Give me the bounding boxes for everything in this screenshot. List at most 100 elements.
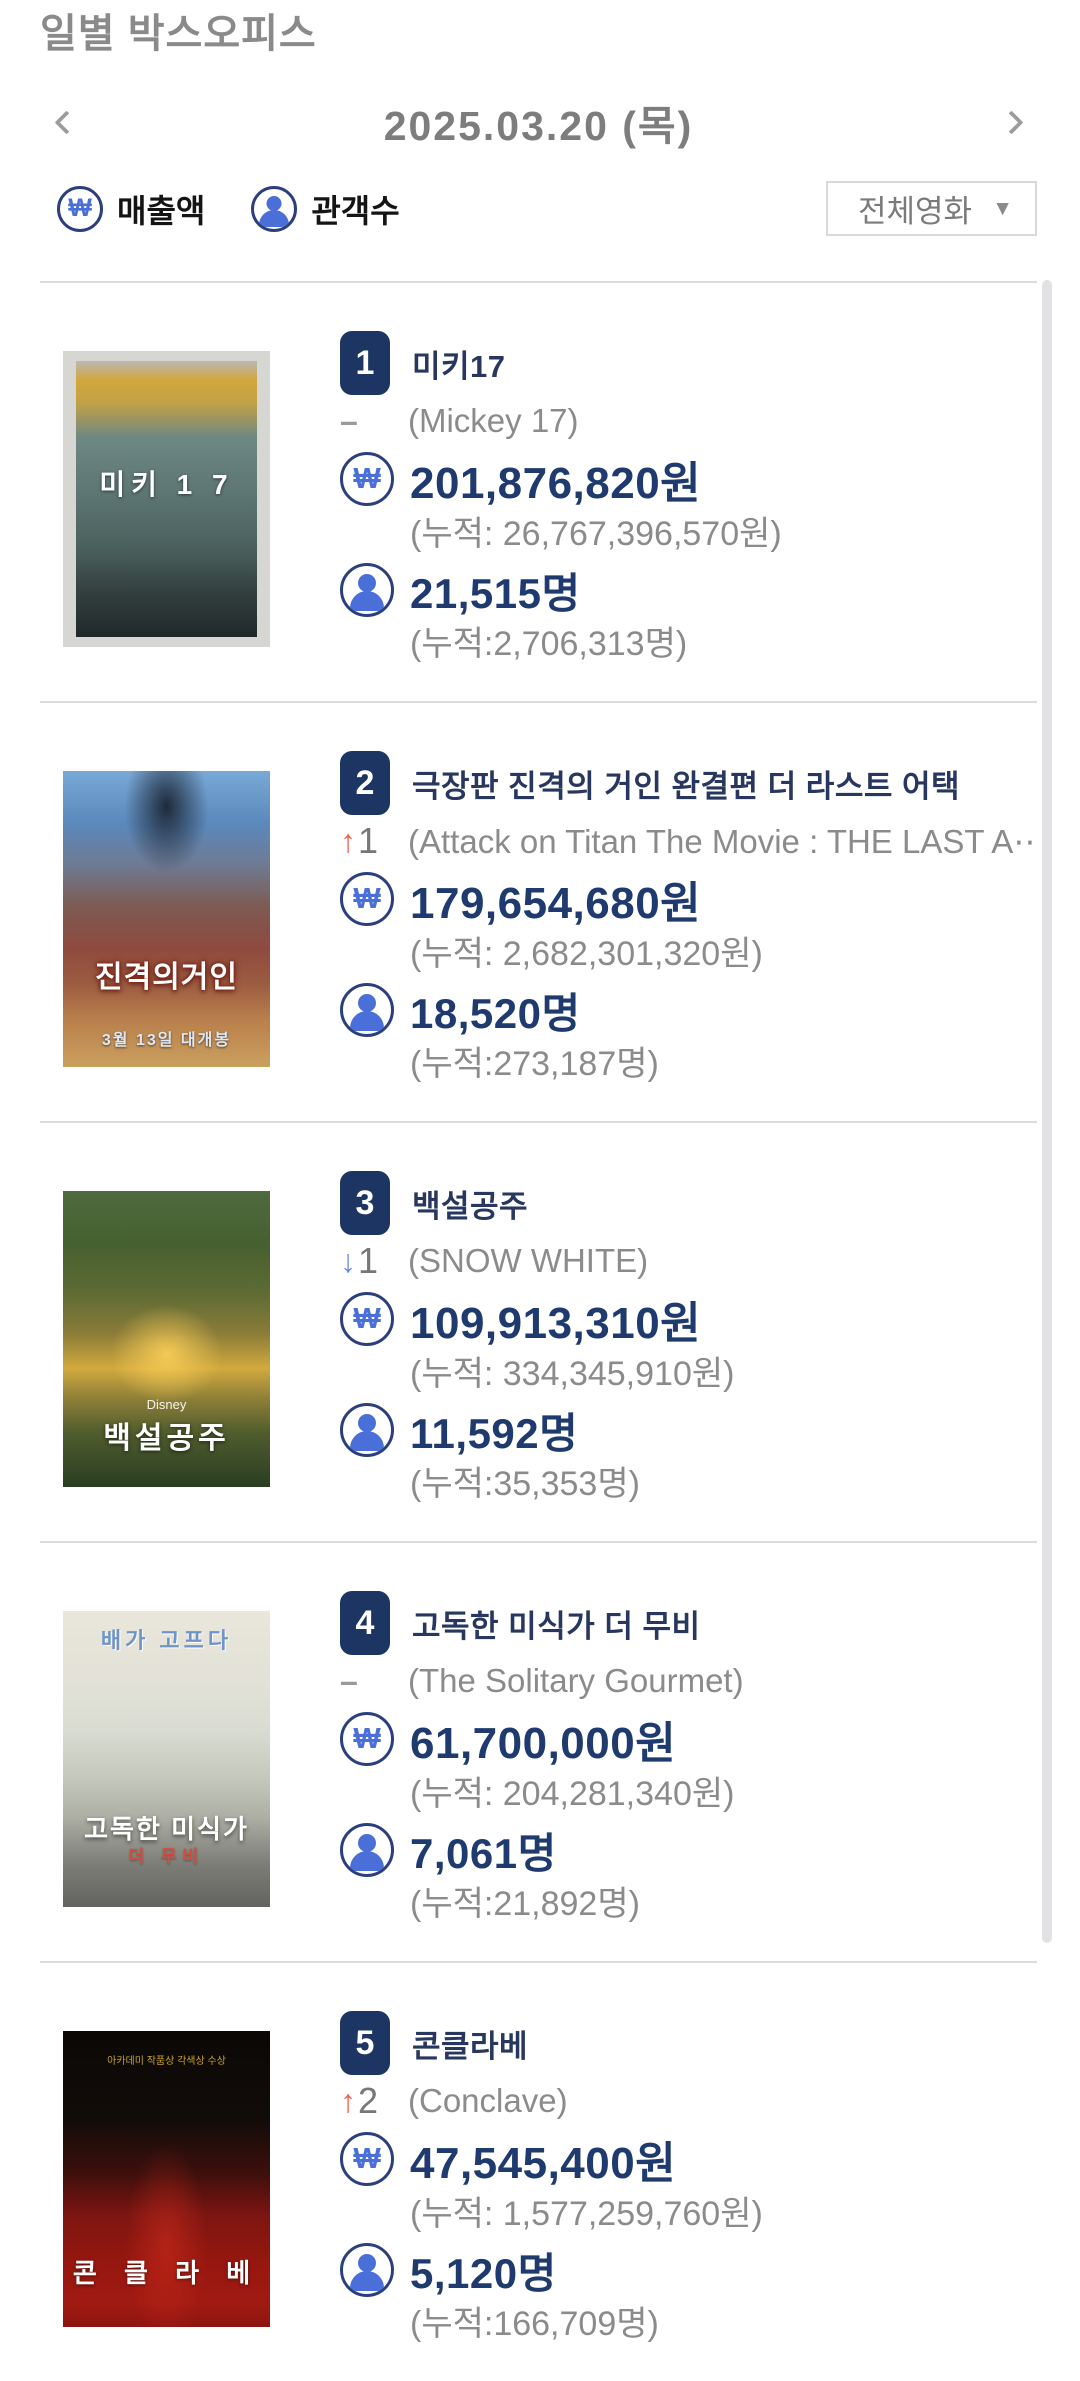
revenue-cumulative: (누적: 1,577,259,760원): [410, 2195, 763, 2233]
audience-value: 11,592명: [410, 1409, 579, 1457]
poster-title-text: 진격의거인: [95, 960, 238, 994]
won-icon: ₩: [340, 1292, 394, 1346]
rank-badge: 4: [340, 1591, 390, 1655]
poster-sub-text: 3월 13일 대개봉: [101, 1031, 232, 1049]
audience-legend-label: 관객수: [311, 192, 400, 229]
audience-value: 7,061명: [410, 1829, 557, 1877]
poster-art: 미키 1 7: [76, 361, 257, 637]
won-icon: ₩: [340, 452, 394, 506]
audience-row: 18,520명: [340, 983, 1037, 1037]
movie-english-title: (Attack on Titan The Movie : THE LAST A⋯: [408, 822, 1037, 860]
audience-value: 21,515명: [410, 569, 581, 617]
revenue-value: 201,876,820원: [410, 459, 702, 508]
revenue-value: 109,913,310원: [410, 1299, 702, 1348]
rank-badge: 5: [340, 2011, 390, 2075]
won-icon: ₩: [57, 185, 103, 232]
rank-change-number: 2: [358, 2080, 379, 2121]
movie-title: 고독한 미식가 더 무비: [412, 1608, 701, 1644]
person-icon: [340, 2243, 394, 2297]
movie-english-title: (Conclave): [408, 2082, 568, 2119]
movie-row[interactable]: 진격의거인 3월 13일 대개봉 2 극장판 진격의 거인 완결편 더 라스트 …: [40, 701, 1037, 1121]
movie-row[interactable]: 배가 고프다 고독한 미식가 더 무비 4 고독한 미식가 더 무비 – (Th…: [40, 1541, 1037, 1961]
movie-details: 2 극장판 진격의 거인 완결편 더 라스트 어택 ↑ 1 (Attack on…: [340, 751, 1037, 1121]
movie-details: 1 미키17 – (Mickey 17) ₩ 201,876,820원 (누적:…: [340, 331, 1037, 701]
person-icon: [251, 185, 298, 232]
movie-poster[interactable]: 진격의거인 3월 13일 대개봉: [63, 771, 270, 1067]
movie-list: 미키 1 7 1 미키17 – (Mickey 17) ₩: [40, 281, 1037, 2381]
movie-title: 극장판 진격의 거인 완결편 더 라스트 어택: [412, 768, 961, 804]
audience-cumulative: (누적:35,353명): [410, 1465, 640, 1503]
revenue-legend-label: 매출액: [117, 192, 206, 229]
poster-top-text: 아카데미 작품상 각색상 수상: [107, 2055, 226, 2067]
movie-title: 콘클라베: [412, 2028, 529, 2064]
rank-change: ↑ 2: [340, 2080, 404, 2122]
audience-row: 11,592명: [340, 1403, 1037, 1457]
rank-change-arrow-icon: –: [340, 1662, 358, 1699]
movie-details: 3 백설공주 ↓ 1 (SNOW WHITE) ₩ 109,913,310원 (…: [340, 1171, 1037, 1541]
legend-toolbar: ₩ 매출액 관객수 전체영화 ▼: [40, 180, 1037, 237]
poster-art: 아카데미 작품상 각색상 수상 콘 클 라 베: [63, 2031, 270, 2327]
poster-title-text: 콘 클 라 베: [72, 2258, 261, 2288]
revenue-cumulative: (누적: 2,682,301,320원): [410, 935, 763, 973]
audience-cumulative: (누적:21,892명): [410, 1885, 640, 1923]
page-title: 일별 박스오피스: [40, 12, 317, 56]
rank-change-arrow-icon: ↓: [340, 1242, 356, 1279]
legend-audience: 관객수: [251, 185, 400, 232]
rank-change: ↑ 1: [340, 820, 404, 862]
movie-poster[interactable]: 배가 고프다 고독한 미식가 더 무비: [63, 1611, 270, 1907]
movie-english-title: (Mickey 17): [408, 402, 579, 439]
won-icon: ₩: [340, 1712, 394, 1766]
chevron-right-icon: [998, 109, 1024, 135]
poster-art: Disney 백설공주: [63, 1191, 270, 1487]
won-icon: ₩: [340, 2132, 394, 2186]
poster-top-text: Disney: [146, 1396, 187, 1412]
rank-badge: 1: [340, 331, 390, 395]
revenue-row: ₩ 201,876,820원: [340, 451, 1037, 508]
audience-cumulative: (누적:166,709명): [410, 2305, 659, 2343]
movie-row[interactable]: 미키 1 7 1 미키17 – (Mickey 17) ₩: [40, 281, 1037, 701]
poster-art: 진격의거인 3월 13일 대개봉: [63, 771, 270, 1067]
movie-english-title: (The Solitary Gourmet): [408, 1662, 744, 1699]
revenue-cumulative: (누적: 26,767,396,570원): [410, 515, 782, 553]
movie-details: 5 콘클라베 ↑ 2 (Conclave) ₩ 47,545,400원 (누적:…: [340, 2011, 1037, 2381]
person-icon: [340, 1823, 394, 1877]
movie-filter-dropdown[interactable]: 전체영화 ▼: [826, 181, 1037, 236]
revenue-row: ₩ 61,700,000원: [340, 1711, 1037, 1768]
vertical-scrollbar[interactable]: [1042, 280, 1052, 1943]
person-icon: [340, 563, 394, 617]
movie-poster[interactable]: Disney 백설공주: [63, 1191, 270, 1487]
revenue-row: ₩ 109,913,310원: [340, 1291, 1037, 1348]
person-icon: [340, 983, 394, 1037]
poster-title-text: 백설공주: [103, 1422, 230, 1455]
poster-title-text: 미키 1 7: [99, 469, 234, 501]
date-navigation: 2025.03.20 (목): [40, 90, 1037, 154]
prev-date-button[interactable]: [40, 99, 86, 145]
audience-value: 5,120명: [410, 2249, 557, 2297]
revenue-cumulative: (누적: 334,345,910원): [410, 1355, 735, 1393]
audience-cumulative: (누적:2,706,313명): [410, 625, 688, 663]
revenue-value: 61,700,000원: [410, 1719, 677, 1768]
next-date-button[interactable]: [991, 99, 1037, 145]
revenue-cumulative: (누적: 204,281,340원): [410, 1775, 735, 1813]
revenue-value: 179,654,680원: [410, 879, 702, 928]
movie-title: 미키17: [412, 348, 506, 384]
poster-top-text: 배가 고프다: [100, 1627, 233, 1653]
poster-art: 배가 고프다 고독한 미식가 더 무비: [63, 1611, 270, 1907]
movie-english-title: (SNOW WHITE): [408, 1242, 649, 1279]
movie-poster[interactable]: 아카데미 작품상 각색상 수상 콘 클 라 베: [63, 2031, 270, 2327]
audience-row: 21,515명: [340, 563, 1037, 617]
movie-poster[interactable]: 미키 1 7: [63, 351, 270, 647]
audience-value: 18,520명: [410, 989, 581, 1037]
movie-row[interactable]: Disney 백설공주 3 백설공주 ↓ 1 (SNOW WHITE): [40, 1121, 1037, 1541]
rank-badge: 3: [340, 1171, 390, 1235]
movie-title: 백설공주: [412, 1188, 529, 1224]
movie-details: 4 고독한 미식가 더 무비 – (The Solitary Gourmet) …: [340, 1591, 1037, 1961]
filter-selected-value: 전체영화: [858, 194, 973, 229]
won-icon: ₩: [340, 872, 394, 926]
legend-revenue: ₩ 매출액: [57, 185, 206, 232]
rank-change-number: 1: [358, 820, 379, 861]
movie-row[interactable]: 아카데미 작품상 각색상 수상 콘 클 라 베 5 콘클라베 ↑ 2 (Conc…: [40, 1961, 1037, 2381]
poster-title-text: 고독한 미식가: [84, 1814, 249, 1845]
person-icon: [340, 1403, 394, 1457]
revenue-row: ₩ 47,545,400원: [340, 2131, 1037, 2188]
